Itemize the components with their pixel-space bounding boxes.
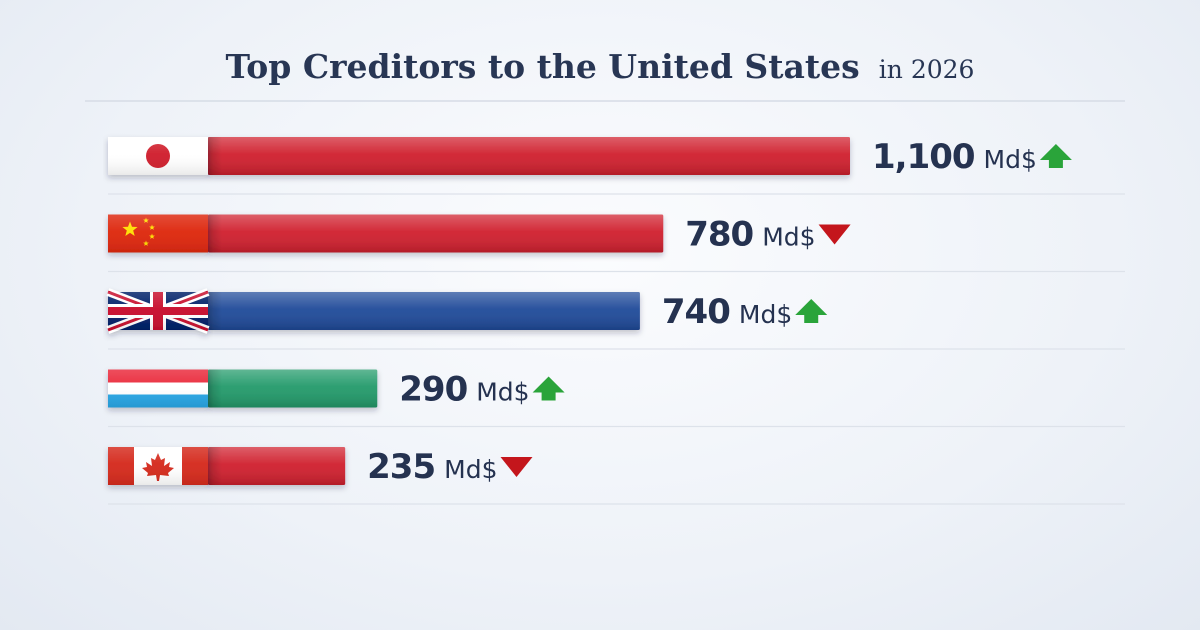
bar xyxy=(208,369,378,408)
value-label: 740 Md$ xyxy=(662,292,792,332)
trend-down-icon xyxy=(818,224,851,245)
flag-china xyxy=(108,214,208,253)
chart-subtitle: in 2026 xyxy=(879,55,975,84)
bar-row-united-kingdom: 740 Md$ xyxy=(106,288,1125,350)
flag-united-kingdom xyxy=(106,288,210,334)
flag-luxembourg xyxy=(108,369,208,408)
bar xyxy=(208,137,850,175)
value-number: 740 xyxy=(662,292,730,332)
value-number: 235 xyxy=(367,447,435,487)
value-label: 290 Md$ xyxy=(399,370,529,410)
chart-title: Top Creditors to the United States in 20… xyxy=(226,47,975,86)
value-unit: Md$ xyxy=(984,145,1037,174)
bar xyxy=(208,214,664,253)
bar-row-japan: 1,100 Md$ xyxy=(108,137,1125,195)
value-unit: Md$ xyxy=(476,378,529,407)
bar-row-canada: 235 Md$ xyxy=(108,447,1125,505)
bar-row-luxembourg: 290 Md$ xyxy=(108,369,1125,428)
bar-row-china: 780 Md$ xyxy=(108,214,1125,273)
bar xyxy=(208,447,346,485)
bar-rows: 1,100 Md$ 780 Md$ 740 Md$ 290 Md$ 235 Md$ xyxy=(106,137,1125,505)
value-number: 1,100 xyxy=(872,137,975,177)
flag-japan xyxy=(108,137,208,175)
chart-title-main: Top Creditors to the United States xyxy=(226,47,860,86)
value-unit: Md$ xyxy=(739,300,792,329)
value-unit: Md$ xyxy=(444,455,497,484)
value-number: 290 xyxy=(399,370,467,410)
value-label: 235 Md$ xyxy=(367,447,497,487)
flag-canada xyxy=(108,447,208,485)
trend-up-icon xyxy=(795,299,828,323)
trend-up-icon xyxy=(1039,144,1072,168)
value-number: 780 xyxy=(685,215,753,255)
trend-down-icon xyxy=(500,457,533,477)
value-label: 780 Md$ xyxy=(685,215,815,255)
value-label: 1,100 Md$ xyxy=(872,137,1037,177)
trend-up-icon xyxy=(532,376,565,401)
bar xyxy=(208,292,640,330)
value-unit: Md$ xyxy=(762,223,815,252)
